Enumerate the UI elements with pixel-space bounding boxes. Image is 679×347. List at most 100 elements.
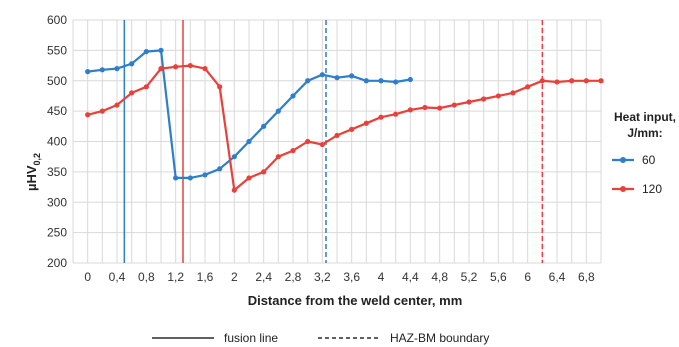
x-tick-label-13: 5,2 (461, 270, 478, 284)
y-axis-title-sub: 0,2 (32, 153, 42, 166)
data-point-120-4 (143, 84, 149, 90)
data-point-60-2 (114, 66, 120, 72)
data-point-120-27 (481, 96, 487, 102)
data-point-60-19 (363, 78, 369, 84)
y-tick-label-450: 450 (47, 104, 67, 118)
x-tick-label-14: 5,6 (490, 270, 507, 284)
data-point-120-5 (158, 66, 164, 72)
data-point-60-1 (99, 67, 105, 73)
x-tick-label-3: 1,2 (167, 270, 184, 284)
data-point-120-3 (129, 90, 135, 96)
data-point-120-28 (495, 93, 501, 99)
y-tick-label-350: 350 (47, 165, 67, 179)
legend-marker-60 (620, 157, 626, 163)
x-tick-label-1: 0,4 (109, 270, 126, 284)
svg-text:µHV0,2: µHV0,2 (24, 153, 42, 191)
data-point-120-33 (569, 78, 575, 84)
fusion-legend-label: fusion line (224, 331, 278, 345)
legend-title-line2: J/mm: (627, 126, 662, 140)
data-point-120-31 (539, 78, 545, 84)
y-axis-title: µHV0,2 (24, 153, 42, 191)
data-point-120-30 (525, 84, 531, 90)
x-tick-label-16: 6,4 (549, 270, 566, 284)
x-axis-title: Distance from the weld center, mm (248, 293, 463, 308)
x-tick-label-6: 2,4 (255, 270, 272, 284)
y-tick-label-250: 250 (47, 226, 67, 240)
data-point-120-20 (378, 114, 384, 120)
x-tick-label-5: 2 (231, 270, 238, 284)
grid-lines (72, 19, 602, 264)
data-point-60-10 (231, 154, 237, 160)
x-tick-label-0: 0 (84, 270, 91, 284)
data-point-60-17 (334, 75, 340, 81)
data-point-120-11 (246, 175, 252, 181)
data-point-120-14 (290, 148, 296, 154)
data-point-120-34 (583, 78, 589, 84)
data-point-120-0 (85, 112, 91, 118)
x-tick-label-2: 0,8 (138, 270, 155, 284)
data-point-120-23 (422, 104, 428, 111)
data-point-60-12 (261, 123, 267, 129)
data-point-60-13 (275, 108, 281, 114)
data-point-60-6 (173, 175, 179, 181)
data-point-120-25 (451, 102, 457, 108)
data-point-120-8 (202, 66, 208, 72)
data-point-120-12 (261, 169, 267, 175)
data-point-120-35 (598, 78, 604, 84)
data-point-60-4 (143, 48, 149, 55)
data-point-120-32 (554, 79, 560, 85)
y-axis-title-main: µHV (24, 165, 39, 191)
x-tick-label-7: 2,8 (285, 270, 302, 284)
data-point-60-0 (85, 69, 91, 75)
data-point-60-3 (129, 61, 135, 67)
data-series (85, 47, 604, 193)
x-tick-label-17: 6,8 (578, 270, 595, 284)
data-point-60-15 (305, 78, 311, 84)
data-point-120-1 (99, 108, 105, 114)
y-tick-label-500: 500 (47, 74, 67, 88)
data-point-120-15 (305, 138, 311, 145)
series-legend: Heat input, J/mm: 60 120 (612, 110, 676, 196)
x-tick-label-11: 4,4 (402, 270, 419, 284)
data-point-120-24 (437, 105, 443, 111)
x-tick-label-8: 3,2 (314, 270, 331, 284)
x-tick-label-9: 3,6 (343, 270, 360, 284)
data-point-120-16 (319, 141, 325, 148)
x-tick-label-4: 1,6 (197, 270, 214, 284)
legend-label-120: 120 (642, 182, 662, 196)
data-point-120-7 (187, 62, 193, 69)
data-point-60-18 (349, 73, 355, 79)
haz-bm-legend-label: HAZ-BM boundary (390, 331, 489, 345)
data-point-60-5 (158, 47, 164, 53)
x-tick-labels: 0 0,4 0,8 1,2 1,6 2 2,4 2,8 3,2 3,6 4 4,4 4,8 5,2 5,6 6… (84, 270, 595, 284)
data-point-60-11 (246, 138, 252, 145)
y-tick-label-400: 400 (47, 135, 67, 149)
data-point-120-17 (334, 132, 340, 139)
data-point-120-19 (363, 120, 369, 126)
data-point-120-26 (466, 99, 472, 105)
data-point-60-7 (187, 175, 193, 181)
data-point-120-13 (275, 154, 281, 160)
series-120 (85, 62, 604, 193)
y-tick-labels: 200 250 300 350 400 450 500 550 600 (47, 13, 67, 270)
y-tick-label-300: 300 (47, 195, 67, 209)
data-point-120-9 (217, 84, 223, 90)
data-point-120-21 (393, 111, 399, 117)
data-point-120-6 (173, 64, 179, 70)
data-point-60-21 (393, 79, 399, 85)
data-point-60-20 (378, 78, 384, 84)
data-point-60-16 (319, 72, 325, 78)
data-point-120-22 (407, 107, 413, 113)
line-style-legend: fusion line HAZ-BM boundary (152, 331, 489, 345)
legend-title-line1: Heat input, (614, 110, 676, 124)
y-tick-label-550: 550 (47, 43, 67, 57)
legend-marker-120 (620, 186, 626, 192)
data-point-60-22 (407, 76, 413, 83)
data-point-60-8 (202, 172, 208, 178)
x-tick-label-15: 6 (524, 270, 531, 284)
data-point-120-18 (349, 126, 355, 132)
legend-label-60: 60 (642, 153, 656, 167)
series-60 (85, 47, 413, 181)
x-tick-label-12: 4,8 (431, 270, 448, 284)
